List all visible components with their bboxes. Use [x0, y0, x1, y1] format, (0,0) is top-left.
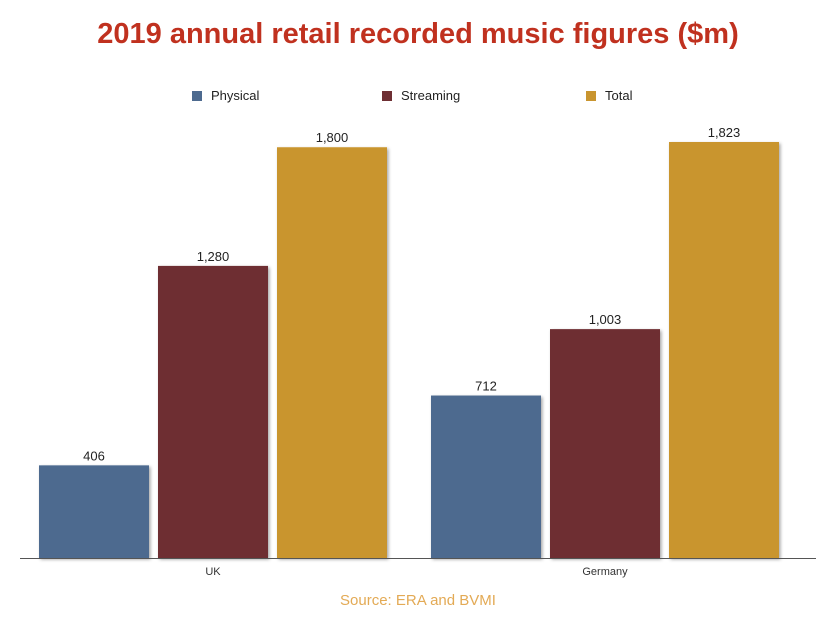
data-label-total-germany: 1,823: [708, 125, 741, 140]
bar-physical-germany: [431, 395, 541, 558]
data-label-streaming-germany: 1,003: [589, 312, 622, 327]
x-tick-label-uk: UK: [205, 566, 221, 578]
bar-total-germany: [669, 142, 779, 558]
data-label-physical-uk: 406: [83, 448, 105, 463]
bar-streaming-germany: [550, 329, 660, 558]
legend-item-total: Total: [586, 88, 632, 103]
data-label-total-uk: 1,800: [316, 130, 349, 145]
legend-label-streaming: Streaming: [401, 88, 461, 103]
x-tick-label-germany: Germany: [582, 566, 628, 578]
legend-item-streaming: Streaming: [382, 88, 460, 103]
source-note: Source: ERA and BVMI: [340, 592, 496, 609]
legend-swatch-physical: [192, 90, 202, 101]
bar-physical-uk: [39, 465, 149, 558]
legend-swatch-total: [586, 90, 596, 101]
data-label-physical-germany: 712: [475, 379, 497, 394]
chart-legend: Physical Streaming Total: [0, 88, 836, 108]
bar-total-uk: [277, 147, 387, 559]
chart-title: 2019 annual retail recorded music figure…: [97, 18, 739, 50]
bar-streaming-uk: [158, 265, 268, 558]
legend-label-total: Total: [605, 88, 633, 103]
data-label-streaming-uk: 1,280: [197, 249, 230, 264]
legend-swatch-streaming: [382, 90, 392, 101]
legend-label-physical: Physical: [211, 88, 260, 103]
legend-item-physical: Physical: [192, 88, 259, 103]
